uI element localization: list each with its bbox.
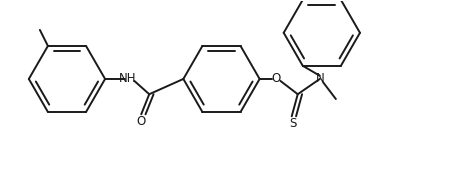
Text: O: O — [271, 72, 280, 86]
Text: NH: NH — [119, 72, 136, 86]
Text: S: S — [289, 117, 296, 130]
Text: O: O — [137, 115, 146, 128]
Text: N: N — [315, 72, 324, 86]
